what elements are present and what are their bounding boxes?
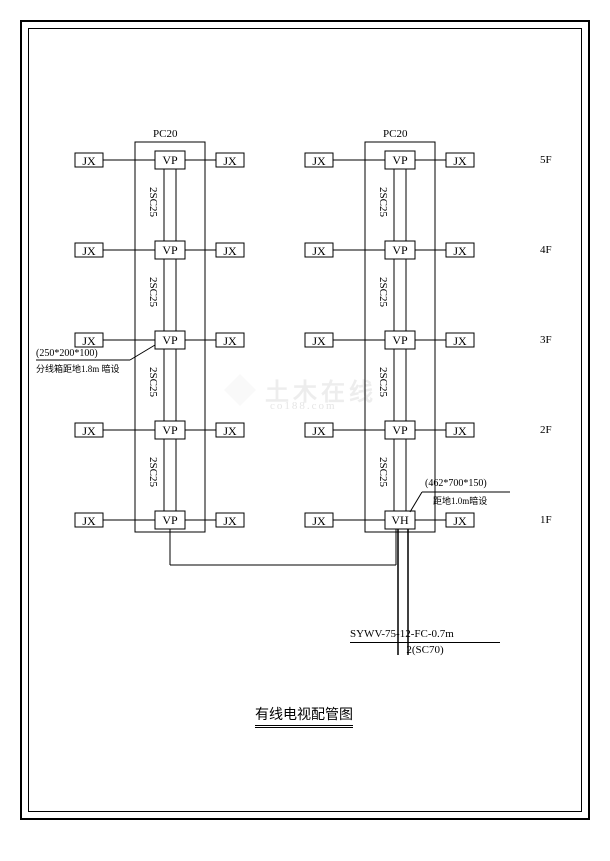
floor-2f: 2F (540, 424, 552, 436)
jx: JX (309, 334, 329, 349)
cable-top: SYWV-75-12-FC-0.7m (350, 628, 454, 640)
jx: JX (450, 514, 470, 529)
cable-bot: 2(SC70) (350, 642, 500, 656)
col-a-pc-label: PC20 (153, 128, 177, 140)
vp: VP (390, 153, 410, 168)
note-right-dim: (462*700*150) (425, 478, 487, 489)
vh: VH (390, 513, 410, 528)
vp: VP (390, 243, 410, 258)
conduit-b-2: 2SC25 (377, 277, 389, 307)
note-right-text: 距地1.0m暗设 (433, 494, 487, 507)
vp: VP (160, 513, 180, 528)
vp: VP (160, 423, 180, 438)
conduit-a-3: 2SC25 (147, 367, 159, 397)
jx: JX (79, 154, 99, 169)
jx: JX (220, 334, 240, 349)
vp: VP (160, 333, 180, 348)
jx: JX (309, 244, 329, 259)
jx: JX (450, 244, 470, 259)
conduit-b-4: 2SC25 (377, 457, 389, 487)
jx: JX (309, 154, 329, 169)
note-left-dim: (250*200*100) (36, 348, 98, 359)
jx: JX (450, 154, 470, 169)
jx: JX (79, 514, 99, 529)
jx: JX (220, 424, 240, 439)
floor-3f: 3F (540, 334, 552, 346)
col-b-pc-label: PC20 (383, 128, 407, 140)
vp: VP (160, 153, 180, 168)
floor-4f: 4F (540, 244, 552, 256)
jx: JX (79, 244, 99, 259)
floor-5f: 5F (540, 154, 552, 166)
jx: JX (220, 154, 240, 169)
jx: JX (309, 424, 329, 439)
note-left-text: 分线箱距地1.8m 暗设 (36, 362, 120, 375)
jx: JX (220, 514, 240, 529)
jx: JX (309, 514, 329, 529)
vp: VP (390, 333, 410, 348)
conduit-a-4: 2SC25 (147, 457, 159, 487)
conduit-b-3: 2SC25 (377, 367, 389, 397)
vp: VP (160, 243, 180, 258)
jx: JX (220, 244, 240, 259)
conduit-a-2: 2SC25 (147, 277, 159, 307)
diagram-title: 有线电视配管图 (255, 704, 353, 724)
conduit-a-1: 2SC25 (147, 187, 159, 217)
jx: JX (450, 424, 470, 439)
jx: JX (450, 334, 470, 349)
floor-1f: 1F (540, 514, 552, 526)
jx: JX (79, 334, 99, 349)
vp: VP (390, 423, 410, 438)
jx: JX (79, 424, 99, 439)
conduit-b-1: 2SC25 (377, 187, 389, 217)
